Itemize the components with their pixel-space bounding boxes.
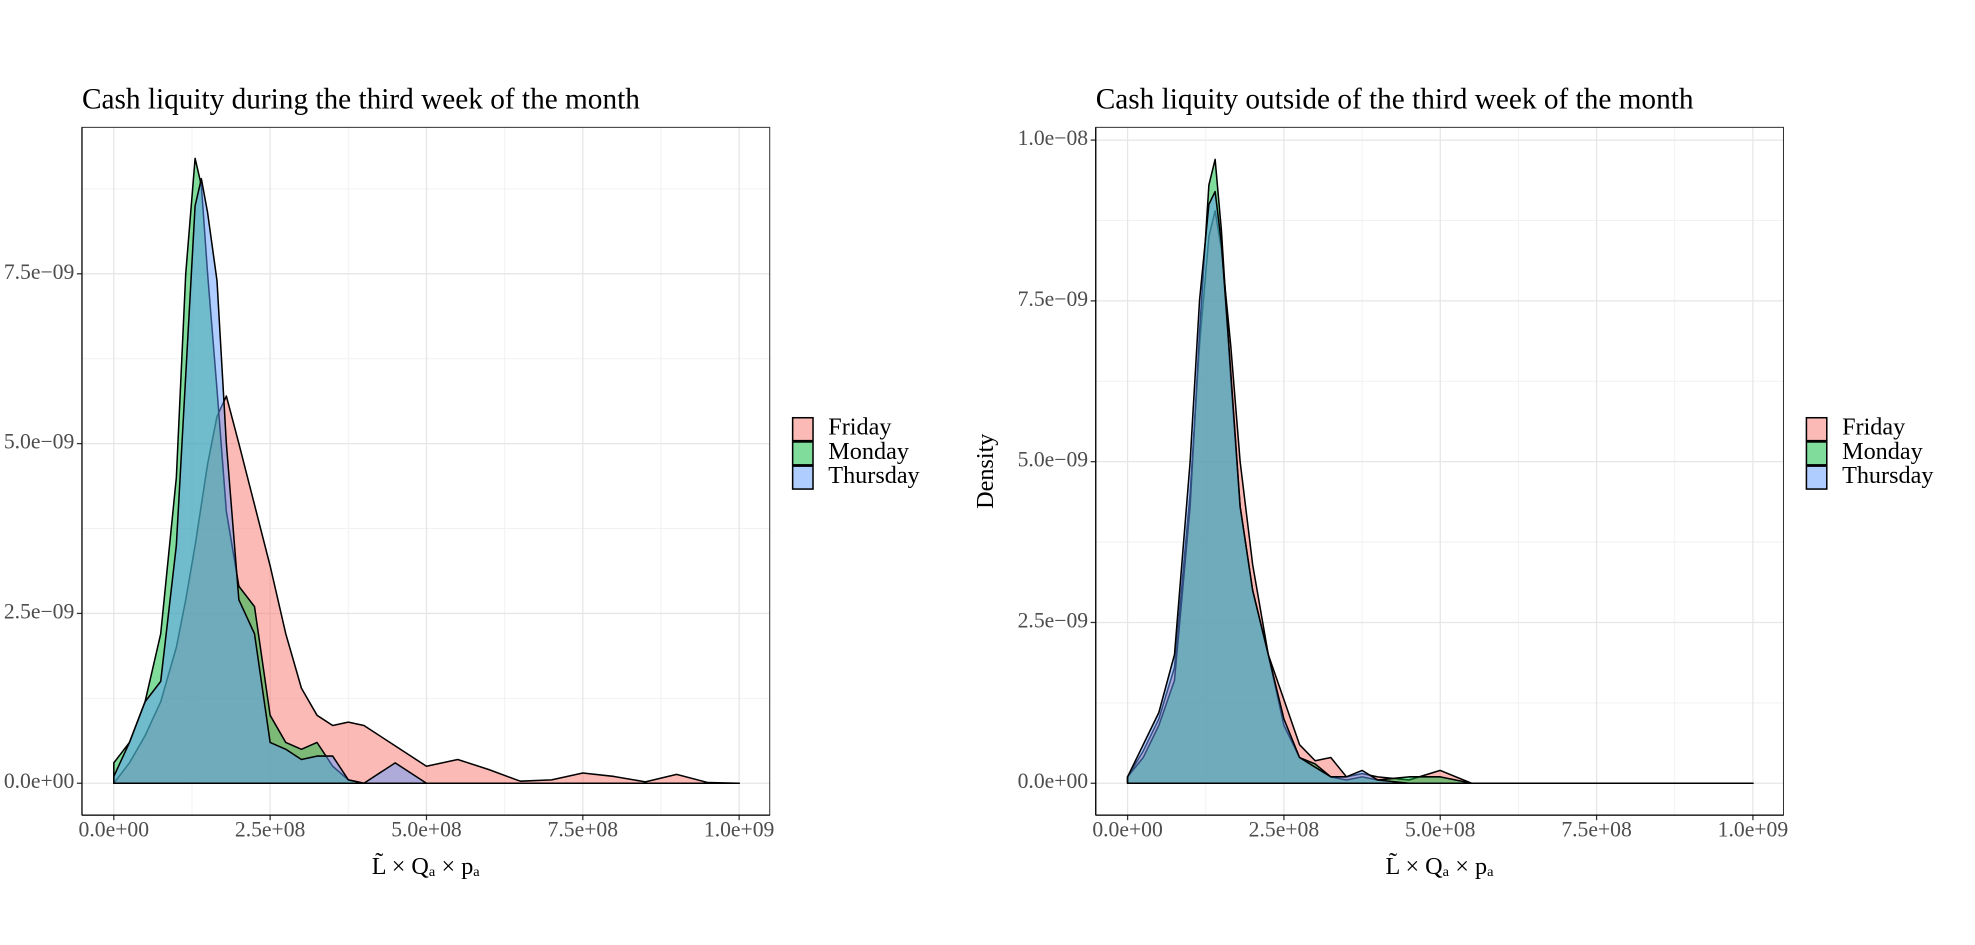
- x-axis-label: L̃ × Qₐ × pₐ: [372, 852, 481, 880]
- chart-title: Cash liquity during the third week of th…: [82, 84, 640, 116]
- panel: 0.0e+00 2.5e−09 5.0e−09 7.5e−09 1.0e−08 0.0e+…: [972, 84, 1933, 881]
- x-tick-label: 2.5e+08: [1249, 818, 1320, 842]
- y-tick-label: 1.0e−08: [1018, 126, 1089, 150]
- y-tick-label: 7.5e−09: [4, 260, 75, 284]
- legend-swatch: [1805, 465, 1828, 490]
- x-tick-label: 5.0e+08: [391, 818, 462, 842]
- x-axis-label: L̃ × Qₐ × pₐ: [1386, 852, 1495, 880]
- y-tick-label: 5.0e−09: [1018, 448, 1089, 472]
- legend-swatch: [791, 465, 814, 490]
- legend-label: Monday: [1842, 438, 1923, 465]
- y-tick-label: 2.5e−09: [4, 599, 75, 623]
- x-tick-label: 0.0e+00: [1092, 818, 1163, 842]
- x-tick-label: 5.0e+08: [1405, 818, 1476, 842]
- density-area: [113, 177, 740, 785]
- legend-label: Friday: [828, 414, 891, 441]
- y-tick-label: 0.0e+00: [4, 769, 75, 793]
- y-tick-label: 2.5e−09: [1018, 608, 1089, 632]
- x-tick-label: 1.0e+09: [704, 818, 775, 842]
- y-tick-label: 5.0e−09: [4, 430, 75, 454]
- legend-label: Monday: [828, 438, 909, 465]
- legend-swatch: [791, 416, 814, 442]
- x-tick-label: 2.5e+08: [235, 818, 306, 842]
- legend-label: Thursday: [828, 462, 919, 489]
- x-tick-label: 7.5e+08: [548, 818, 619, 842]
- density-area: [1126, 190, 1754, 785]
- panel: 0.0e+00 2.5e−09 5.0e−09 7.5e−09 0.0e+00 2.5e+…: [4, 84, 920, 881]
- y-axis-label: Density: [972, 434, 999, 509]
- x-tick-label: 0.0e+00: [79, 818, 150, 842]
- legend-label: Thursday: [1842, 462, 1933, 489]
- legend-label: Friday: [1842, 414, 1905, 441]
- chart-title: Cash liquity outside of the third week o…: [1096, 84, 1694, 116]
- x-tick-label: 1.0e+09: [1718, 818, 1789, 842]
- x-tick-label: 7.5e+08: [1561, 818, 1632, 842]
- y-tick-label: 7.5e−09: [1018, 287, 1089, 311]
- legend-swatch: [1805, 441, 1828, 466]
- legend-swatch: [1805, 416, 1828, 442]
- legend-swatch: [791, 441, 814, 466]
- y-tick-label: 0.0e+00: [1018, 769, 1089, 793]
